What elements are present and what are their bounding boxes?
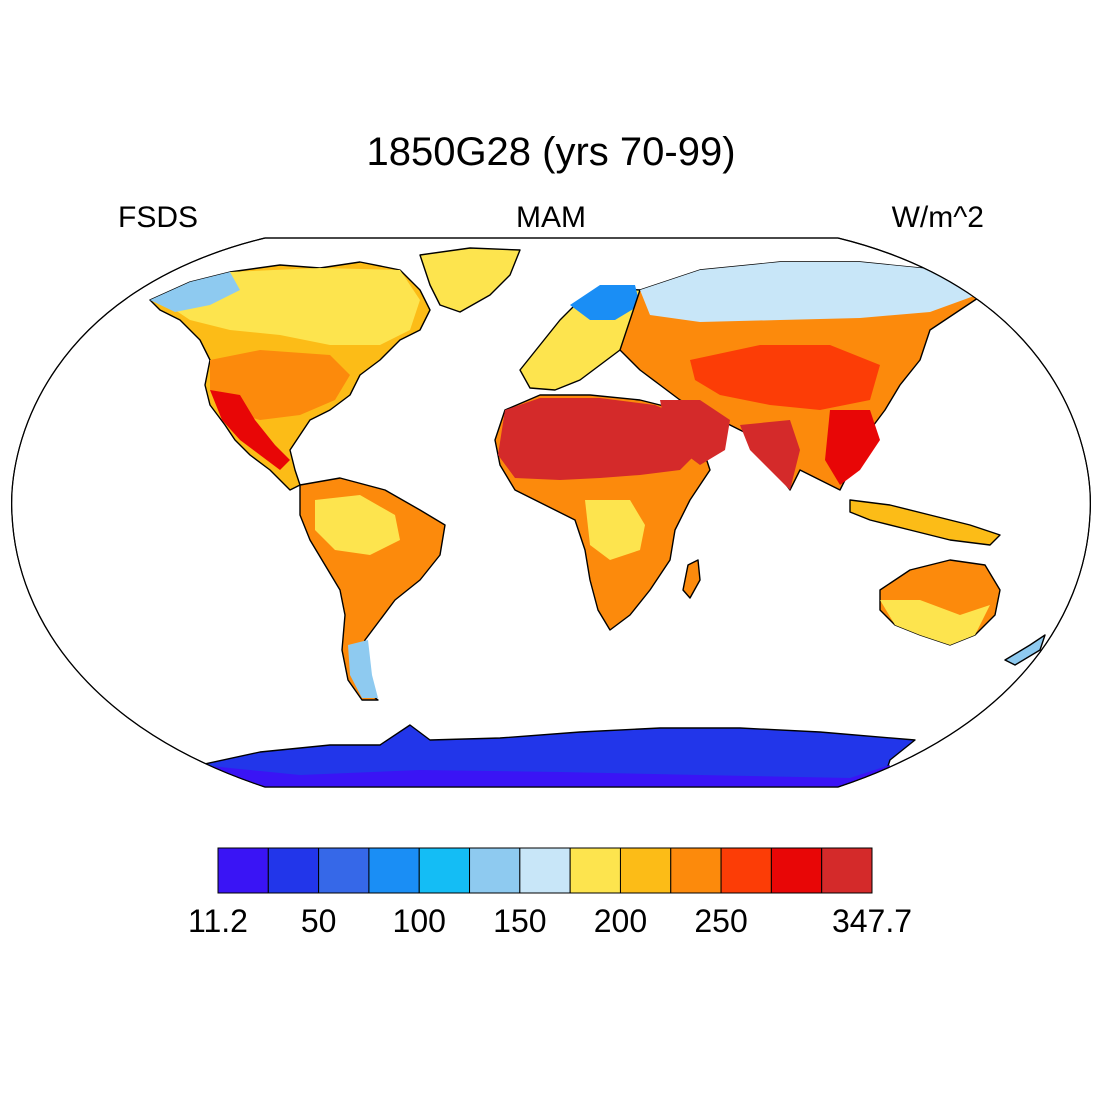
units-label: W/m^2: [891, 201, 984, 234]
colorbar-swatch: [519, 847, 571, 894]
australia-coast-band: [880, 600, 990, 645]
colorbar: [217, 847, 873, 894]
siberia-band: [640, 262, 985, 322]
colorbar-swatch: [821, 847, 873, 894]
colorbar-swatch: [569, 847, 621, 894]
colorbar-swatch: [418, 847, 471, 894]
colorbar-tick-label: 200: [593, 903, 648, 939]
colorbar-swatch: [318, 847, 370, 894]
alaska-band: [150, 272, 240, 312]
colorbar-tick-label: 11.2: [188, 903, 248, 939]
colorbar-swatch: [720, 847, 772, 894]
colorbar-tick-label: 50: [300, 903, 337, 939]
colorbar-swatch: [619, 847, 672, 894]
colorbar-swatch: [770, 847, 823, 894]
central-africa-band: [585, 500, 645, 560]
colorbar-tick-label: 150: [493, 903, 547, 939]
greenland-landmass: [419, 247, 521, 313]
patagonia-band: [348, 640, 378, 698]
map-title: 1850G28 (yrs 70-99): [366, 130, 736, 174]
colorbar-swatch: [368, 847, 420, 894]
colorbar-tick-label: 250: [694, 903, 748, 939]
india-band: [740, 420, 800, 490]
colorbar-tick-label: 100: [392, 903, 446, 939]
colorbar-swatch: [267, 847, 320, 894]
madagascar-landmass: [682, 559, 701, 599]
colorbar-swatch: [469, 847, 521, 894]
indonesia-islands: [849, 499, 1001, 546]
variable-label: FSDS: [118, 201, 199, 234]
arabia-band: [660, 400, 730, 465]
colorbar-swatch: [217, 847, 269, 894]
usa-band: [210, 350, 350, 420]
season-label: MAM: [516, 201, 586, 234]
sahara-band: [498, 398, 700, 480]
globe-border: [11, 237, 1091, 788]
southeast-asia-band: [825, 410, 880, 485]
central-asia-band: [690, 345, 880, 410]
mexico-band: [210, 390, 290, 470]
scandinavia-band: [570, 285, 640, 320]
colorbar-tick-label: 347.7: [831, 903, 913, 939]
antarctica-interior-band: [200, 765, 890, 787]
new-zealand-landmass: [1004, 634, 1046, 666]
colorbar-swatch: [670, 847, 722, 894]
amazon-band: [315, 495, 400, 555]
